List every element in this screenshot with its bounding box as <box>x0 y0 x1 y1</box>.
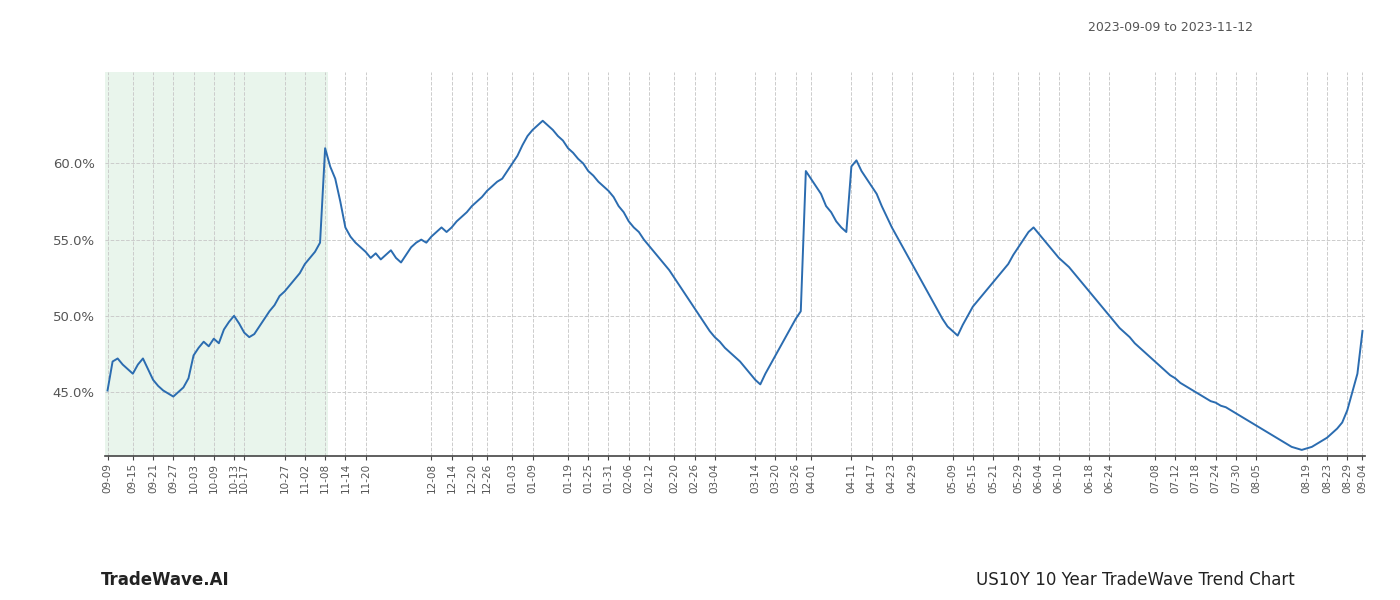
Text: TradeWave.AI: TradeWave.AI <box>101 571 230 589</box>
Text: 2023-09-09 to 2023-11-12: 2023-09-09 to 2023-11-12 <box>1088 21 1253 34</box>
Bar <box>105 72 328 456</box>
Text: US10Y 10 Year TradeWave Trend Chart: US10Y 10 Year TradeWave Trend Chart <box>976 571 1295 589</box>
